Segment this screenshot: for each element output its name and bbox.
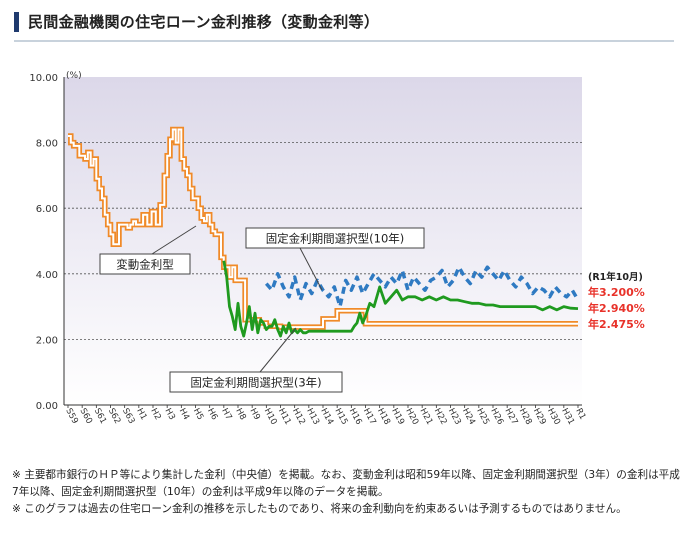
x-tick-label-H2: H2 [148, 407, 162, 422]
label-fixed3-text: 固定金利期間選択型(3年) [190, 376, 321, 390]
header-accent-bar [14, 12, 19, 32]
x-tick-label-H23: H23 [446, 407, 463, 427]
x-tick-label-H19: H19 [389, 407, 406, 427]
series-fixed3-line [222, 260, 579, 338]
x-tick-label-H13: H13 [304, 407, 321, 427]
chart-notes: ※ 主要都市銀行のＨＰ等により集計した金利（中央値）を掲載。なお、変動金利は昭和… [12, 467, 682, 518]
x-tick-label-H3: H3 [163, 407, 177, 422]
x-tick-label-H28: H28 [517, 407, 534, 427]
x-tick-label-H15: H15 [333, 407, 350, 427]
x-tick-label-H26: H26 [488, 407, 505, 427]
x-tick-label-H25: H25 [474, 407, 491, 427]
x-tick-label-H4: H4 [177, 407, 191, 422]
x-tick-label-S59: S59 [63, 407, 79, 426]
y-tick-label-2: 4.00 [36, 270, 58, 281]
series-variable-core [68, 128, 578, 329]
latest-date-label: (R1年10月) [588, 271, 643, 283]
leader-fixed10 [299, 247, 323, 291]
x-tick-label-H8: H8 [233, 407, 247, 422]
page-header: 民間金融機関の住宅ローン金利推移（変動金利等） [14, 10, 674, 42]
y-tick-label-0: 0.00 [36, 401, 58, 412]
label-fixed10-text: 固定金利期間選択型(10年) [266, 232, 405, 246]
y-tick-label-3: 6.00 [36, 204, 58, 215]
x-tick-label-H16: H16 [347, 407, 364, 427]
x-tick-label-H27: H27 [503, 407, 520, 427]
latest-rate-variable: 年2.475% [588, 317, 645, 331]
x-tick-label-H1: H1 [134, 407, 148, 422]
latest-rate-fixed3: 年2.940% [588, 301, 645, 315]
x-tick-label-H20: H20 [403, 407, 420, 427]
x-tick-label-H5: H5 [191, 407, 205, 422]
latest-rate-fixed10: 年3.200% [588, 285, 645, 299]
label-fixed10-box [245, 227, 425, 249]
x-tick-label-H12: H12 [290, 407, 307, 427]
y-tick-label-5: 10.00 [29, 73, 58, 84]
x-tick-label-R1: R1 [573, 407, 587, 422]
x-tick-label-H14: H14 [318, 407, 335, 427]
note-2: ※ このグラフは過去の住宅ローン金利の推移を示したものであり、将来の金利動向を約… [12, 503, 627, 515]
leader-fixed3 [259, 327, 297, 373]
x-tick-label-H30: H30 [545, 407, 562, 427]
x-tick-label-H21: H21 [418, 407, 435, 427]
x-tick-label-H22: H22 [432, 407, 449, 427]
x-tick-label-H10: H10 [262, 407, 279, 427]
y-tick-label-1: 2.00 [36, 335, 58, 346]
label-fixed3-box [169, 371, 343, 393]
chart-annotations: 変動金利型 固定金利期間選択型(10年) 固定金利期間選択型(3年) (R1年10月)… [99, 225, 645, 393]
y-tick-label-4: 8.00 [36, 139, 58, 150]
leader-variable [151, 225, 197, 255]
x-tick-label-H18: H18 [375, 407, 392, 427]
x-tick-label-H31: H31 [559, 407, 576, 427]
x-tick-label-H29: H29 [531, 407, 548, 427]
page-title: 民間金融機関の住宅ローン金利推移（変動金利等） [28, 13, 380, 31]
x-tick-label-H7: H7 [219, 407, 233, 422]
x-tick-label-S61: S61 [92, 407, 108, 426]
y-axis-unit: (%) [66, 71, 82, 81]
y-axis: 0.00 2.00 4.00 6.00 8.00 10.00 (%) [29, 71, 81, 412]
x-tick-label-H6: H6 [205, 407, 219, 422]
x-tick-label-S63: S63 [120, 407, 136, 426]
x-tick-label-H17: H17 [361, 407, 378, 427]
x-tick-label-H9: H9 [248, 407, 262, 422]
x-tick-label-H24: H24 [460, 407, 477, 427]
x-tick-label-H11: H11 [276, 407, 293, 427]
x-tick-label-S62: S62 [106, 407, 122, 426]
label-variable-box [99, 253, 191, 275]
note-1: ※ 主要都市銀行のＨＰ等により集計した金利（中央値）を掲載。なお、変動金利は昭和… [12, 469, 680, 498]
label-variable-text: 変動金利型 [116, 258, 174, 272]
x-tick-label-S60: S60 [78, 407, 94, 426]
